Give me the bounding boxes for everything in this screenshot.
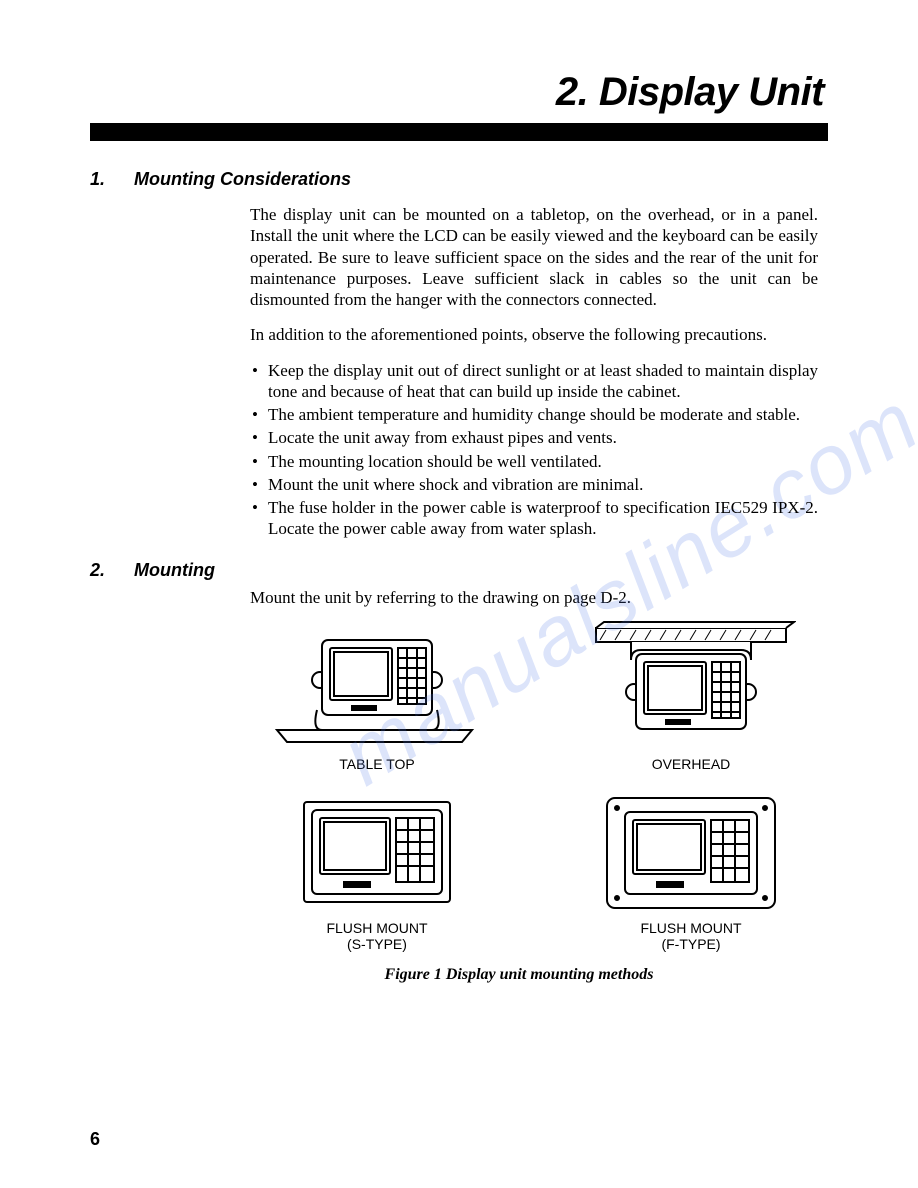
section-2-body: Mount the unit by referring to the drawi… (250, 587, 818, 608)
section-1-number: 1. (90, 169, 116, 190)
figure-flush-f-label: FLUSH MOUNT (F-TYPE) (601, 920, 781, 952)
para-1: The display unit can be mounted on a tab… (250, 204, 818, 310)
section-1-header: 1. Mounting Considerations (90, 169, 828, 190)
section-2-number: 2. (90, 560, 116, 581)
page-number: 6 (90, 1129, 100, 1150)
section-2-heading: Mounting (134, 560, 215, 581)
title-underline-bar (90, 123, 828, 141)
chapter-title: 2. Display Unit (90, 70, 828, 115)
flush-f-icon (601, 794, 781, 914)
list-item: Mount the unit where shock and vibration… (250, 474, 818, 495)
figure-overhead: OVERHEAD (586, 620, 796, 772)
list-item: The mounting location should be well ven… (250, 451, 818, 472)
section-1-body: The display unit can be mounted on a tab… (250, 204, 818, 540)
list-item: Locate the unit away from exhaust pipes … (250, 427, 818, 448)
precautions-list: Keep the display unit out of direct sunl… (250, 360, 818, 540)
flush-s-icon (292, 794, 462, 914)
list-item: Keep the display unit out of direct sunl… (250, 360, 818, 403)
tabletop-icon (272, 620, 482, 750)
figure-flush-s-label: FLUSH MOUNT (S-TYPE) (292, 920, 462, 952)
list-item: The ambient temperature and humidity cha… (250, 404, 818, 425)
figure-flush-s: FLUSH MOUNT (S-TYPE) (292, 794, 462, 952)
figure-caption: Figure 1 Display unit mounting methods (210, 966, 828, 984)
figure-overhead-label: OVERHEAD (586, 756, 796, 772)
figure-grid: TABLE TOP (250, 620, 818, 952)
section-1-heading: Mounting Considerations (134, 169, 351, 190)
para-3: Mount the unit by referring to the drawi… (250, 587, 818, 608)
figure-tabletop: TABLE TOP (272, 620, 482, 772)
overhead-icon (586, 620, 796, 750)
figure-flush-f: FLUSH MOUNT (F-TYPE) (601, 794, 781, 952)
figure-tabletop-label: TABLE TOP (272, 756, 482, 772)
para-2: In addition to the aforementioned points… (250, 324, 818, 345)
section-2-header: 2. Mounting (90, 560, 828, 581)
list-item: The fuse holder in the power cable is wa… (250, 497, 818, 540)
